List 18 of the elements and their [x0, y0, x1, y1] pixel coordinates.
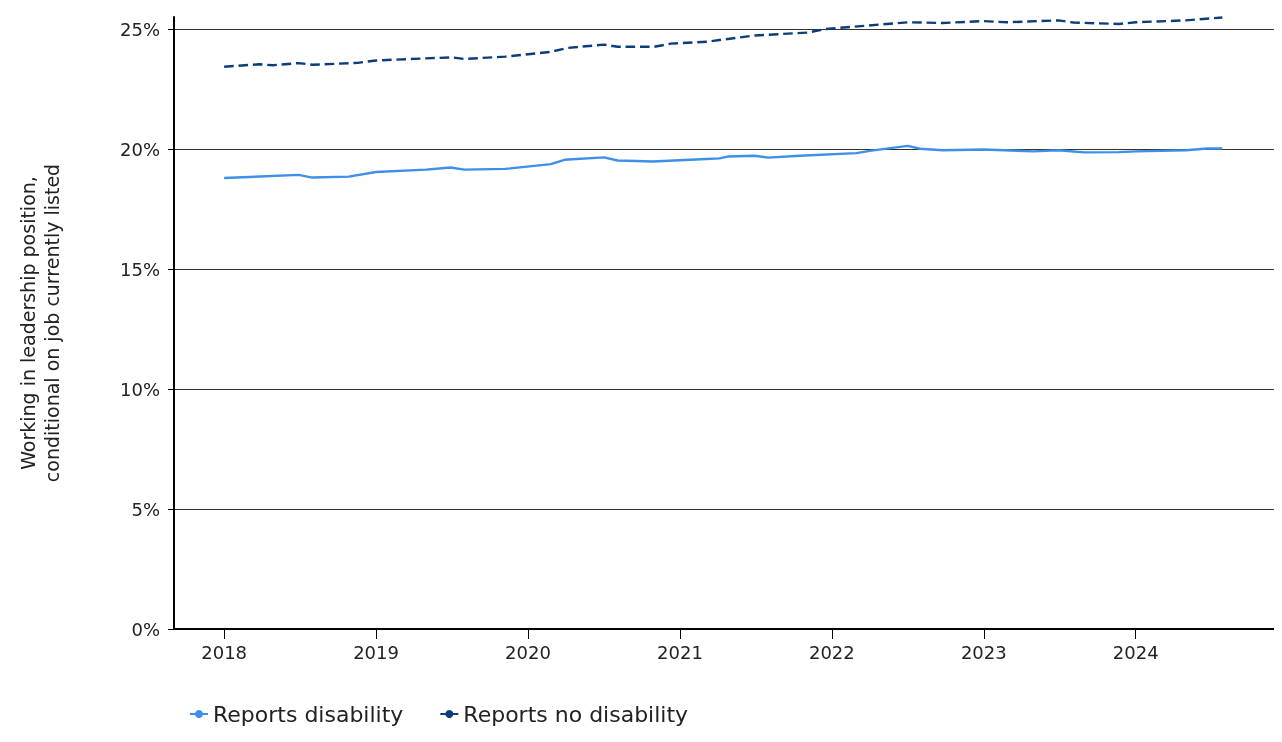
y-tick-label: 10%	[119, 378, 160, 400]
x-tick-label: 2020	[505, 641, 551, 663]
legend-label: Reports disability	[213, 701, 404, 727]
x-tick-label: 2021	[657, 641, 703, 663]
x-tick-label: 2022	[808, 641, 855, 663]
line-series	[222, 144, 1224, 180]
y-tick-label: 15%	[119, 258, 160, 280]
line-series	[222, 16, 1224, 68]
legend-label: Reports no disability	[463, 701, 689, 727]
y-tick-label: 20%	[119, 138, 160, 160]
x-tick-label: 2024	[1112, 641, 1159, 663]
y-axis-title: Working in leadership position, conditional on job currently listed	[17, 163, 63, 483]
x-tick-label: 2018	[201, 641, 248, 663]
y-tick-label: 25%	[119, 18, 160, 40]
y-tick-label: 0%	[131, 618, 160, 640]
y-tick-label: 5%	[131, 498, 160, 520]
x-tick-label: 2019	[353, 641, 399, 663]
x-tick-label: 2023	[960, 641, 1007, 663]
